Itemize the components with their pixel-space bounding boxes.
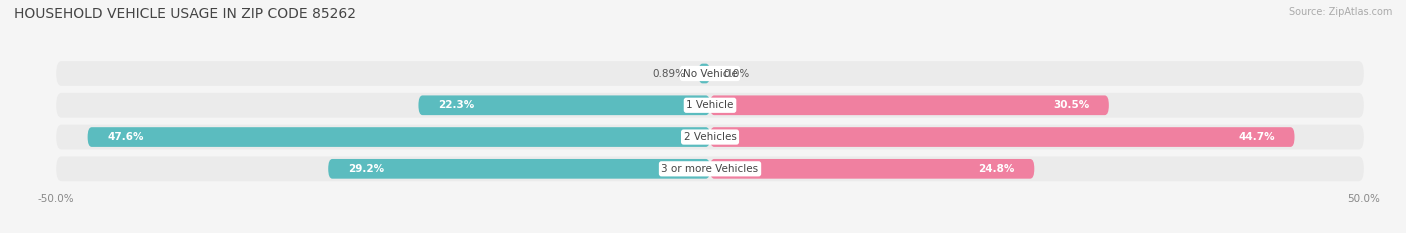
Text: 2 Vehicles: 2 Vehicles (683, 132, 737, 142)
FancyBboxPatch shape (328, 159, 710, 179)
FancyBboxPatch shape (710, 127, 1295, 147)
Text: 29.2%: 29.2% (347, 164, 384, 174)
FancyBboxPatch shape (56, 125, 1364, 149)
FancyBboxPatch shape (419, 96, 710, 115)
FancyBboxPatch shape (56, 156, 1364, 181)
FancyBboxPatch shape (710, 96, 1109, 115)
Text: 24.8%: 24.8% (979, 164, 1015, 174)
Text: 44.7%: 44.7% (1239, 132, 1275, 142)
Text: Source: ZipAtlas.com: Source: ZipAtlas.com (1288, 7, 1392, 17)
Text: 0.89%: 0.89% (652, 69, 685, 79)
FancyBboxPatch shape (87, 127, 710, 147)
Text: 3 or more Vehicles: 3 or more Vehicles (661, 164, 759, 174)
FancyBboxPatch shape (56, 61, 1364, 86)
Text: No Vehicle: No Vehicle (682, 69, 738, 79)
FancyBboxPatch shape (56, 93, 1364, 118)
Text: 22.3%: 22.3% (439, 100, 474, 110)
FancyBboxPatch shape (699, 64, 710, 83)
Text: 0.0%: 0.0% (723, 69, 749, 79)
Text: 47.6%: 47.6% (107, 132, 143, 142)
Text: 30.5%: 30.5% (1053, 100, 1090, 110)
FancyBboxPatch shape (710, 159, 1035, 179)
Text: HOUSEHOLD VEHICLE USAGE IN ZIP CODE 85262: HOUSEHOLD VEHICLE USAGE IN ZIP CODE 8526… (14, 7, 356, 21)
Text: 1 Vehicle: 1 Vehicle (686, 100, 734, 110)
